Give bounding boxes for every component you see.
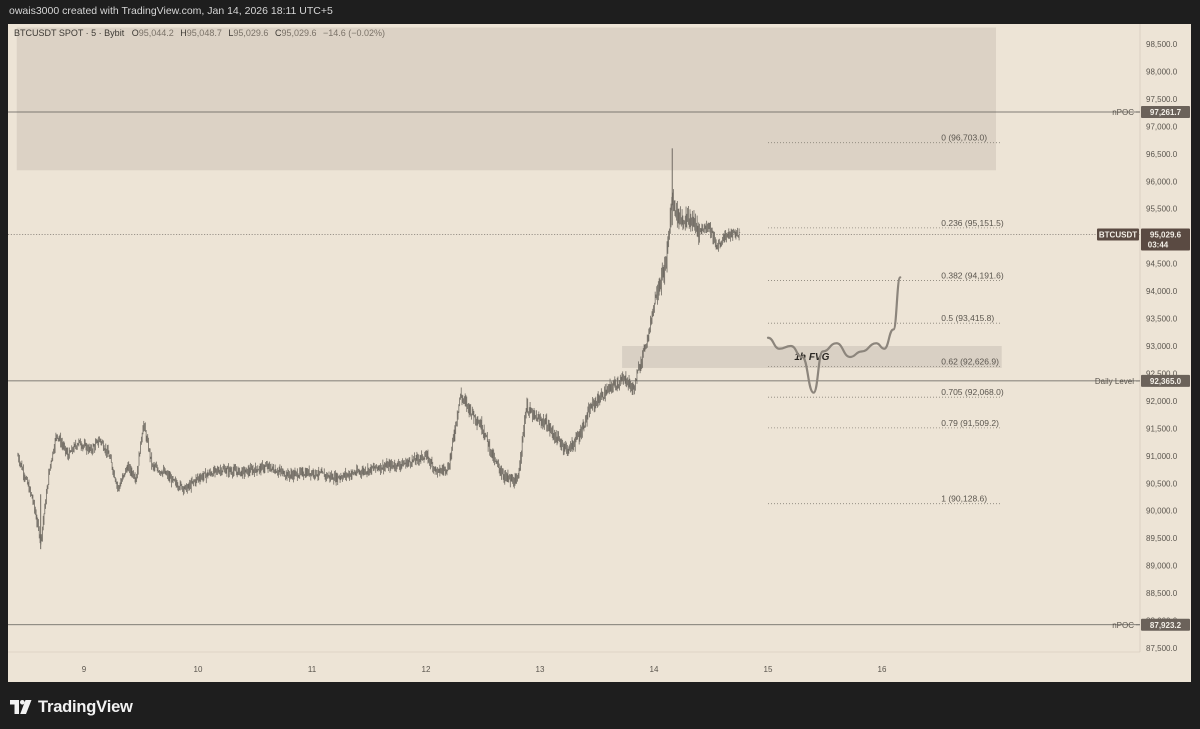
level-name: nPOC <box>1112 108 1134 117</box>
tradingview-logo-icon <box>10 700 32 714</box>
time-tick-label: 10 <box>194 665 203 674</box>
projection-layer <box>766 276 902 394</box>
chart-frame[interactable]: 1h FVG 0 (96,703.0) 0.236 (95,151.5) 0.382… <box>8 24 1191 682</box>
price-tick-label: 88,500.0 <box>1146 589 1178 598</box>
level-name: nPOC <box>1112 621 1134 630</box>
projection-path <box>766 276 902 394</box>
price-tick-label: 90,500.0 <box>1146 479 1178 488</box>
price-tick-label: 95,500.0 <box>1146 205 1178 214</box>
price-tick-label: 93,500.0 <box>1146 315 1178 324</box>
fvg-zone <box>622 346 1002 368</box>
price-badges: nPOC 97,261.7 Daily Level 92,365.0 nPOC 87,92… <box>1095 105 1190 631</box>
high-label: H <box>180 28 187 38</box>
time-tick-label: 16 <box>878 665 887 674</box>
symbol-badge-label: BTCUSDT <box>1099 231 1137 240</box>
countdown-label: 03:44 <box>1148 241 1169 250</box>
current-price-label: 95,029.6 <box>1150 231 1182 240</box>
fib-level-label: 0.5 (93,415.8) <box>941 313 994 323</box>
fibonacci-layer: 0 (96,703.0) 0.236 (95,151.5) 0.382 (94,19… <box>768 133 1004 505</box>
zones-layer: 1h FVG <box>16 27 1002 368</box>
price-axis: 87,500.088,000.088,500.089,000.089,500.0… <box>1139 24 1178 653</box>
price-chart[interactable]: 1h FVG 0 (96,703.0) 0.236 (95,151.5) 0.382… <box>8 24 1191 682</box>
price-tick-label: 92,500.0 <box>1146 369 1178 378</box>
symbol-name: BTCUSDT SPOT · 5 · Bybit <box>14 28 125 38</box>
low-label: L <box>228 28 234 38</box>
supply-zone <box>16 27 997 171</box>
fvg-label: 1h FVG <box>794 352 829 363</box>
level-price-badge <box>1141 374 1190 387</box>
footer: TradingView <box>0 684 1200 729</box>
price-tick-label: 94,500.0 <box>1146 260 1178 269</box>
price-tick-label: 89,500.0 <box>1146 534 1178 543</box>
price-tick-label: 91,000.0 <box>1146 452 1178 461</box>
high-value: 95,048.7 <box>186 28 222 38</box>
time-tick-label: 13 <box>536 665 545 674</box>
price-tick-label: 91,500.0 <box>1146 424 1178 433</box>
price-tick-label: 94,000.0 <box>1146 287 1178 296</box>
fib-level-label: 0.705 (92,068.0) <box>941 387 1004 397</box>
fib-level-label: 0.382 (94,191.6) <box>941 271 1004 281</box>
level-name: Daily Level <box>1095 377 1134 386</box>
price-tick-label: 92,000.0 <box>1146 397 1178 406</box>
symbol-legend: BTCUSDT SPOT · 5 · Bybit O95,044.2 H95,0… <box>14 28 389 38</box>
price-tick-label: 89,000.0 <box>1146 562 1178 571</box>
attribution-text: owais3000 created with TradingView.com, … <box>9 5 333 17</box>
fib-level-label: 1 (90,128.6) <box>941 494 987 504</box>
price-tick-label: 87,500.0 <box>1146 644 1178 653</box>
time-tick-label: 11 <box>308 665 317 674</box>
open-value: 95,044.2 <box>138 28 174 38</box>
symbol-badge <box>1097 228 1139 241</box>
fib-level-label: 0.79 (91,509.2) <box>941 418 999 428</box>
price-tick-label: 97,500.0 <box>1146 95 1178 104</box>
horizontal-levels-layer <box>8 111 1140 626</box>
level-price-label: 87,923.2 <box>1150 621 1182 630</box>
time-tick-label: 14 <box>650 665 659 674</box>
low-value: 95,029.6 <box>233 28 269 38</box>
price-tick-label: 98,500.0 <box>1146 40 1178 49</box>
level-price-badge <box>1141 618 1190 631</box>
price-tick-label: 96,500.0 <box>1146 150 1178 159</box>
price-tick-label: 93,000.0 <box>1146 342 1178 351</box>
change-value: −14.6 (−0.02%) <box>323 28 386 38</box>
price-tick-label: 96,000.0 <box>1146 177 1178 186</box>
current-price-badge <box>1141 228 1190 251</box>
price-tick-label: 90,000.0 <box>1146 507 1178 516</box>
fib-level-label: 0 (96,703.0) <box>941 133 987 143</box>
tradingview-logo[interactable]: TradingView <box>10 696 133 718</box>
level-price-badge <box>1141 105 1190 118</box>
level-price-label: 97,261.7 <box>1150 108 1182 117</box>
time-tick-label: 12 <box>422 665 431 674</box>
candles-layer <box>17 148 741 550</box>
close-value: 95,029.6 <box>281 28 317 38</box>
close-label: C <box>274 28 282 38</box>
time-axis: 9 10 11 12 13 14 15 16 <box>8 651 1140 674</box>
time-tick-label: 15 <box>764 665 773 674</box>
open-label: O <box>131 28 139 38</box>
brand-name: TradingView <box>38 697 133 716</box>
price-tick-label: 97,000.0 <box>1146 122 1178 131</box>
time-tick-label: 9 <box>82 665 87 674</box>
level-price-label: 92,365.0 <box>1150 377 1182 386</box>
fib-level-label: 0.62 (92,626.9) <box>941 356 999 366</box>
attribution-bar: owais3000 created with TradingView.com, … <box>0 0 1200 22</box>
fib-level-label: 0.236 (95,151.5) <box>941 218 1004 228</box>
price-tick-label: 98,000.0 <box>1146 67 1178 76</box>
